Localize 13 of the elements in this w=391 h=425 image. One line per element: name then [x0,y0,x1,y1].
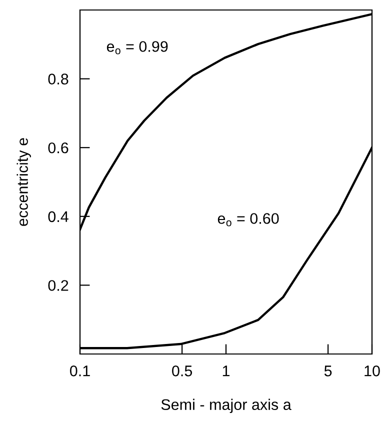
x-tick-label: 0.5 [172,366,192,376]
text: e$_{o}$ = 0.60 [218,213,279,226]
x-tick-label: 1 [222,366,230,376]
x-tick-label: 0.1 [70,366,90,376]
x-tick-label: 10 [364,366,380,376]
x-tick-label: 5 [324,366,332,376]
text: e$_{o}$ = 0.99 [106,41,168,54]
y-tick-label: 0.8 [48,74,68,84]
y-axis-title: eccentricity e [16,138,31,226]
y-tick-label: 0.2 [48,280,68,291]
x-axis-title: Semi - major axis a [161,398,292,414]
y-tick-label: 0.4 [48,211,68,222]
y-tick-label: 0.6 [48,142,68,154]
